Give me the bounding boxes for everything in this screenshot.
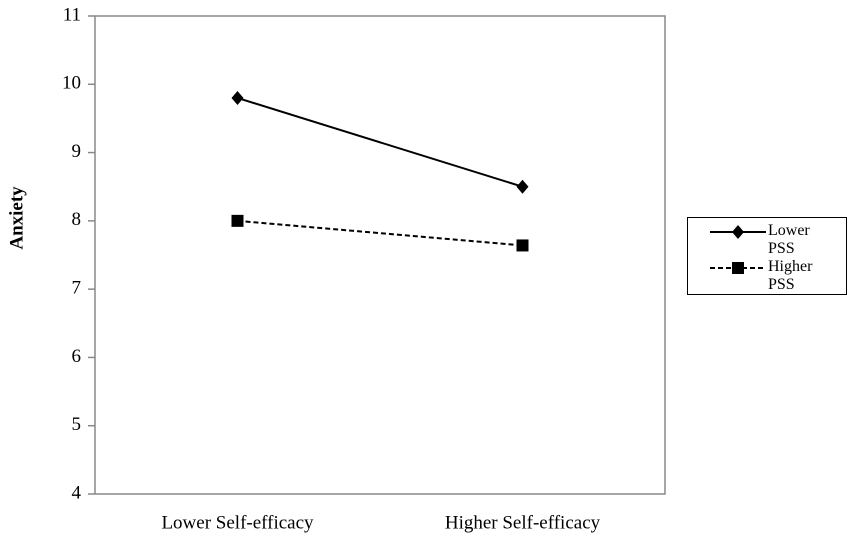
plot-frame <box>94 15 666 495</box>
marker <box>231 90 244 105</box>
series-line <box>237 219 523 247</box>
marker <box>231 214 244 227</box>
marker <box>516 239 529 252</box>
x-tick-label: Lower Self-efficacy <box>161 512 314 533</box>
legend-label: Higher PSS <box>768 258 813 293</box>
legend-label: Lower PSS <box>768 222 810 257</box>
y-tick-label: 8 <box>72 209 82 230</box>
legend-item: Lower PSS <box>688 222 848 258</box>
legend-swatch <box>710 262 766 274</box>
y-axis-label: Anxiety <box>6 186 27 250</box>
legend-marker <box>732 225 744 239</box>
legend-swatch <box>710 225 766 239</box>
y-tick-label: 4 <box>72 482 82 503</box>
y-tick-label: 5 <box>72 414 82 435</box>
x-tick-label: Higher Self-efficacy <box>445 512 601 533</box>
legend: Lower PSS Higher PSS <box>687 217 847 295</box>
y-tick-label: 10 <box>62 73 81 94</box>
legend-item: Higher PSS <box>688 258 848 294</box>
y-tick-label: 9 <box>72 141 82 162</box>
y-tick-label: 7 <box>72 278 82 299</box>
y-tick-label: 11 <box>63 4 81 25</box>
y-tick-label: 6 <box>72 346 82 367</box>
legend-marker <box>732 262 744 274</box>
series-line <box>237 96 523 188</box>
marker <box>516 179 529 194</box>
